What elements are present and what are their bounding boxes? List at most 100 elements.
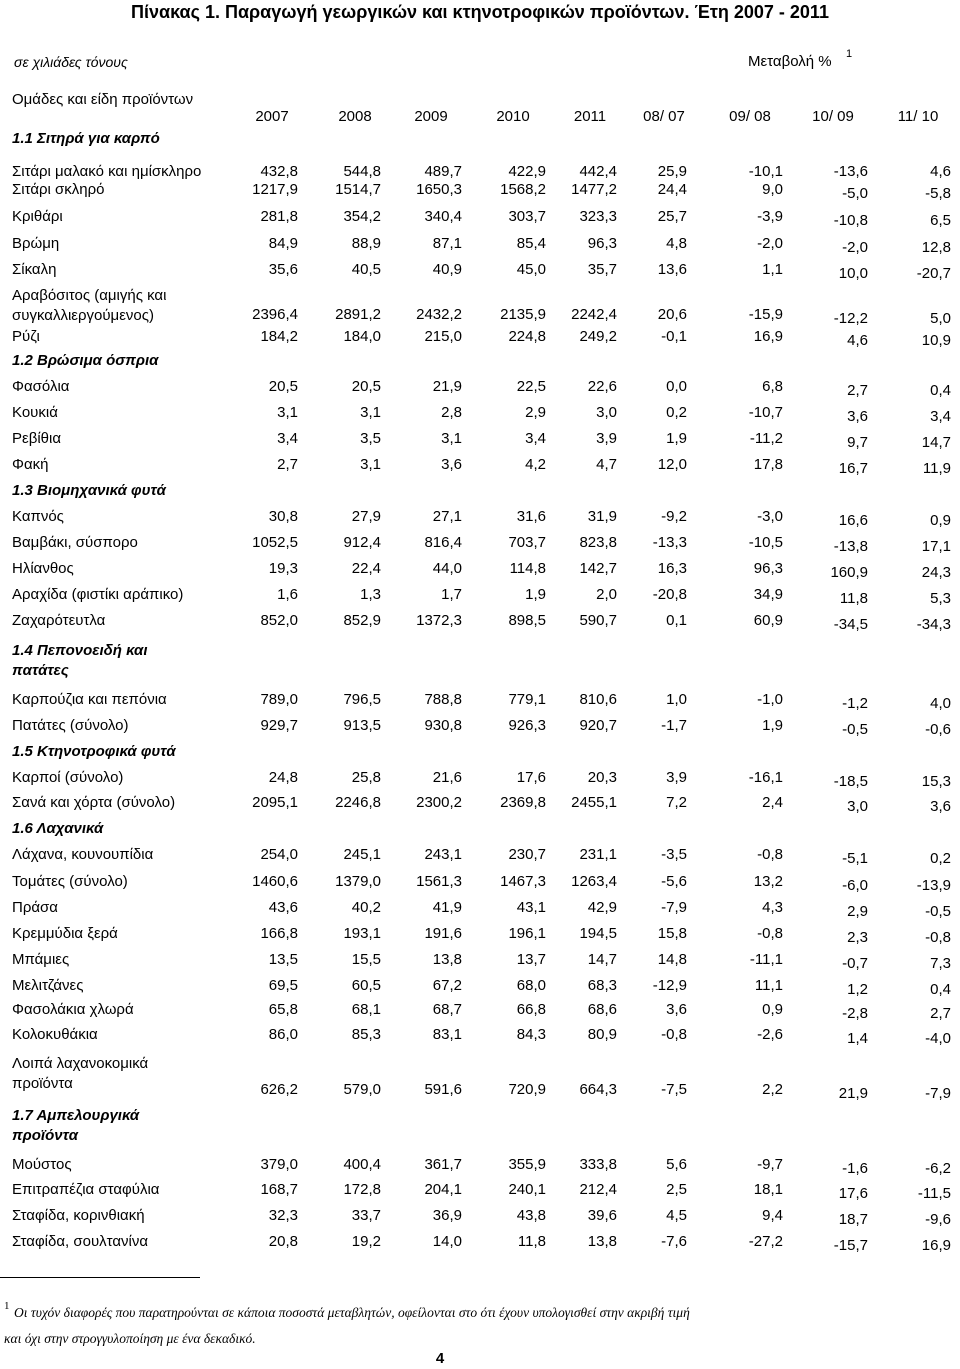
cell: 3,6 bbox=[930, 798, 951, 815]
cell: -12,9 bbox=[652, 977, 687, 994]
cell: 20,6 bbox=[657, 306, 687, 323]
cell: 354,2 bbox=[343, 208, 381, 225]
row-label: Σιτάρι μαλακό και ημίσκληρο bbox=[12, 163, 202, 180]
cell: -15,9 bbox=[748, 306, 783, 323]
cell: 3,9 bbox=[596, 430, 617, 447]
cell: 14,8 bbox=[657, 951, 687, 968]
column-header: 2008 bbox=[338, 108, 372, 125]
footnote-text: Οι τυχόν διαφορές που παρατηρούνται σε κ… bbox=[4, 1305, 690, 1346]
cell: 31,6 bbox=[516, 508, 546, 525]
cell: 160,9 bbox=[830, 564, 868, 581]
column-header: 10/ 09 bbox=[812, 108, 854, 125]
cell: 10,0 bbox=[838, 265, 868, 282]
cell: 7,2 bbox=[666, 794, 687, 811]
row-label: Ηλίανθος bbox=[12, 560, 74, 577]
cell: -7,5 bbox=[661, 1081, 687, 1098]
cell: 84,9 bbox=[268, 235, 298, 252]
cell: 11,1 bbox=[754, 977, 783, 994]
cell: 6,5 bbox=[930, 212, 951, 229]
row-label: Σίκαλη bbox=[12, 261, 57, 278]
cell: 240,1 bbox=[508, 1181, 546, 1198]
cell: 39,6 bbox=[587, 1207, 617, 1224]
row-label: Βρώμη bbox=[12, 235, 60, 252]
section-title: 1.1 Σιτηρά για καρπό bbox=[12, 130, 160, 147]
cell: 66,8 bbox=[516, 1001, 546, 1018]
cell: 1,0 bbox=[666, 691, 687, 708]
cell: -20,8 bbox=[652, 586, 687, 603]
cell: 36,9 bbox=[432, 1207, 462, 1224]
cell: 779,1 bbox=[508, 691, 546, 708]
cell: 41,9 bbox=[432, 899, 462, 916]
cell: -1,7 bbox=[661, 717, 687, 734]
cell: 27,1 bbox=[432, 508, 462, 525]
row-label: Καρπούζια και πεπόνια bbox=[12, 691, 167, 708]
cell: 3,1 bbox=[277, 404, 298, 421]
cell: -13,9 bbox=[916, 877, 951, 894]
cell: -5,6 bbox=[661, 873, 687, 890]
cell: 2369,8 bbox=[500, 794, 546, 811]
cell: 168,7 bbox=[260, 1181, 298, 1198]
cell: 88,9 bbox=[351, 235, 381, 252]
cell: 16,9 bbox=[753, 328, 783, 345]
cell: 1,9 bbox=[525, 586, 546, 603]
cell: -0,6 bbox=[925, 721, 951, 738]
cell: 0,9 bbox=[930, 512, 951, 529]
cell: 85,4 bbox=[516, 235, 546, 252]
cell: 926,3 bbox=[508, 717, 546, 734]
cell: 15,5 bbox=[351, 951, 381, 968]
cell: 80,9 bbox=[587, 1026, 617, 1043]
cell: 42,9 bbox=[587, 899, 617, 916]
cell: 2,9 bbox=[847, 903, 868, 920]
cell: 703,7 bbox=[508, 534, 546, 551]
cell: 2432,2 bbox=[416, 306, 462, 323]
row-label: Μούστος bbox=[12, 1156, 72, 1173]
cell: 24,8 bbox=[268, 769, 298, 786]
cell: 1460,6 bbox=[252, 873, 298, 890]
cell: 579,0 bbox=[343, 1081, 381, 1098]
cell: 3,9 bbox=[666, 769, 687, 786]
cell: 13,8 bbox=[587, 1233, 617, 1250]
cell: 720,9 bbox=[508, 1081, 546, 1098]
row-label: Μελιτζάνες bbox=[12, 977, 84, 994]
cell: 303,7 bbox=[508, 208, 546, 225]
footnote-mark: 1 bbox=[4, 1300, 10, 1312]
cell: -7,9 bbox=[925, 1085, 951, 1102]
cell: 32,3 bbox=[268, 1207, 298, 1224]
cell: 7,3 bbox=[930, 955, 951, 972]
cell: 2135,9 bbox=[500, 306, 546, 323]
cell: 3,1 bbox=[360, 456, 381, 473]
cell: 1052,5 bbox=[252, 534, 298, 551]
cell: 96,3 bbox=[587, 235, 617, 252]
cell: -3,0 bbox=[757, 508, 783, 525]
cell: -2,8 bbox=[842, 1005, 868, 1022]
cell: 68,0 bbox=[516, 977, 546, 994]
cell: 21,9 bbox=[432, 378, 462, 395]
cell: 17,6 bbox=[838, 1185, 868, 1202]
cell: 852,9 bbox=[343, 612, 381, 629]
cell: 6,8 bbox=[762, 378, 783, 395]
cell: 44,0 bbox=[432, 560, 462, 577]
cell: -9,7 bbox=[757, 1156, 783, 1173]
title: Πίνακας 1. Παραγωγή γεωργικών και κτηνοτ… bbox=[131, 2, 829, 22]
cell: 2,7 bbox=[847, 382, 868, 399]
cell: -7,6 bbox=[661, 1233, 687, 1250]
cell: 4,3 bbox=[762, 899, 783, 916]
cell: 789,0 bbox=[260, 691, 298, 708]
cell: 43,1 bbox=[516, 899, 546, 916]
cell: 13,7 bbox=[516, 951, 546, 968]
cell: 4,7 bbox=[596, 456, 617, 473]
row-label: Φασόλια bbox=[12, 378, 70, 395]
cell: 60,9 bbox=[753, 612, 783, 629]
footnote-rule bbox=[0, 1277, 200, 1278]
cell: 15,8 bbox=[657, 925, 687, 942]
cell: 254,0 bbox=[260, 846, 298, 863]
cell: 2,2 bbox=[762, 1081, 783, 1098]
column-header: 11/ 10 bbox=[897, 108, 939, 125]
footnote-ref: 1 bbox=[846, 48, 853, 60]
cell: 355,9 bbox=[508, 1156, 546, 1173]
cell: -2,0 bbox=[757, 235, 783, 252]
row-label: Πράσα bbox=[12, 899, 58, 916]
cell: 16,9 bbox=[921, 1237, 951, 1254]
cell: 13,6 bbox=[657, 261, 687, 278]
